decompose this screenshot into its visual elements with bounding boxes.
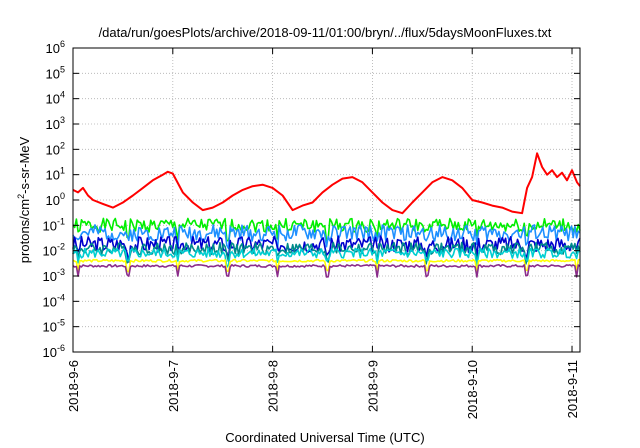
x-tick-label: 2018-9-6 bbox=[66, 360, 81, 412]
y-tick-label-base: 10 bbox=[43, 244, 57, 259]
y-tick-label-base: 10 bbox=[43, 294, 57, 309]
x-tick-label: 2018-9-11 bbox=[565, 360, 580, 418]
y-tick-label: 105 bbox=[46, 64, 65, 81]
series-line-4 bbox=[72, 241, 581, 265]
y-tick-label-exp: -5 bbox=[57, 318, 65, 328]
y-tick-label-base: 10 bbox=[43, 218, 57, 233]
y-tick-label: 100 bbox=[46, 191, 65, 208]
y-tick-label-base: 10 bbox=[46, 117, 60, 132]
y-tick-label-base: 10 bbox=[46, 41, 60, 56]
series-line-2 bbox=[72, 224, 581, 251]
y-tick-label-exp: -1 bbox=[57, 216, 65, 226]
y-tick-label: 10-2 bbox=[43, 242, 65, 259]
y-tick-label-base: 10 bbox=[43, 320, 57, 335]
series-line-6 bbox=[72, 258, 581, 273]
x-tick-labels: 2018-9-6 2018-9-7 2018-9-8 2018-9-9 2018-9-1… bbox=[66, 360, 580, 419]
y-tick-label-exp: 4 bbox=[60, 90, 65, 100]
y-tick-label-base: 10 bbox=[43, 269, 57, 284]
y-tick-labels: 10-610-510-410-310-210-11001011021031041… bbox=[43, 39, 65, 360]
series-line-1 bbox=[72, 217, 581, 242]
y-tick-label: 103 bbox=[46, 115, 65, 132]
y-axis-label-prefix: protons/cm bbox=[17, 199, 32, 263]
y-axis-label-sup: 2 bbox=[16, 194, 26, 199]
y-tick-label: 10-5 bbox=[43, 318, 65, 335]
series-line-5 bbox=[72, 247, 581, 268]
grid-lines bbox=[73, 48, 580, 352]
y-tick-label: 10-3 bbox=[43, 267, 65, 284]
y-tick-label-base: 10 bbox=[46, 142, 60, 157]
y-tick-label-base: 10 bbox=[46, 168, 60, 183]
x-tick-label: 2018-9-10 bbox=[465, 360, 480, 419]
series-line-0 bbox=[72, 152, 581, 215]
x-tick-label: 2018-9-9 bbox=[365, 360, 380, 412]
y-tick-label-exp: -3 bbox=[57, 267, 65, 277]
y-tick-label-exp: 5 bbox=[60, 64, 65, 74]
y-tick-label-exp: 3 bbox=[60, 115, 65, 125]
axis-ticks bbox=[72, 47, 580, 353]
plot-frame bbox=[72, 47, 581, 353]
x-tick-label: 2018-9-7 bbox=[166, 360, 181, 412]
series-line-7 bbox=[72, 263, 581, 278]
y-tick-label-base: 10 bbox=[43, 345, 57, 360]
y-tick-label-exp: -6 bbox=[57, 343, 65, 353]
y-tick-label: 10-4 bbox=[43, 292, 65, 309]
y-axis-label-suffix: -s-sr-MeV bbox=[17, 136, 32, 193]
y-tick-label: 102 bbox=[46, 140, 65, 157]
series-group bbox=[72, 152, 581, 278]
y-tick-label-exp: 6 bbox=[60, 39, 65, 49]
chart-title: /data/run/goesPlots/archive/2018-09-11/0… bbox=[99, 25, 552, 40]
y-tick-label-exp: 1 bbox=[60, 166, 65, 176]
y-tick-label-exp: -4 bbox=[57, 292, 65, 302]
y-tick-label: 10-1 bbox=[43, 216, 65, 233]
y-tick-label-exp: -2 bbox=[57, 242, 65, 252]
x-axis-label: Coordinated Universal Time (UTC) bbox=[225, 430, 424, 445]
y-tick-label-base: 10 bbox=[46, 66, 60, 81]
y-tick-label-exp: 2 bbox=[60, 140, 65, 150]
y-tick-label: 101 bbox=[46, 166, 65, 183]
y-tick-label-base: 10 bbox=[46, 193, 60, 208]
y-tick-label: 10-6 bbox=[43, 343, 65, 360]
x-tick-label: 2018-9-8 bbox=[266, 360, 281, 412]
y-axis-label: protons/cm2-s-sr-MeV bbox=[16, 136, 32, 263]
y-tick-label: 106 bbox=[46, 39, 65, 56]
y-tick-label-base: 10 bbox=[46, 92, 60, 107]
y-tick-label-exp: 0 bbox=[60, 191, 65, 201]
y-tick-label: 104 bbox=[46, 90, 65, 107]
